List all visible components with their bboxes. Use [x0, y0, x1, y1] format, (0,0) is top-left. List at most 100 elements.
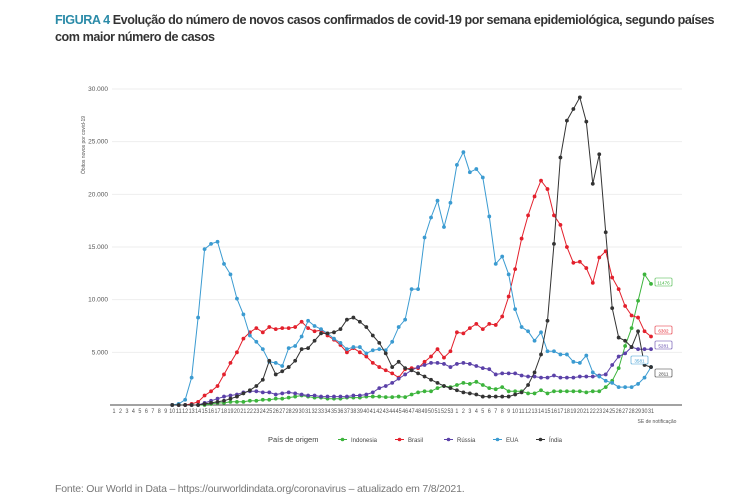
data-point: [474, 364, 479, 368]
data-point: [183, 397, 188, 402]
x-tick-label: 39: [357, 409, 364, 415]
data-point: [351, 345, 356, 349]
data-point: [228, 360, 233, 365]
data-point: [416, 390, 420, 395]
data-point: [235, 394, 239, 399]
data-point: [577, 95, 582, 100]
x-tick-label: 9: [164, 409, 168, 415]
data-point: [603, 378, 608, 383]
data-point: [455, 383, 459, 387]
x-tick-label: 22: [590, 409, 597, 415]
data-point: [448, 365, 453, 369]
data-point: [610, 363, 615, 367]
legend-label: Índia: [549, 437, 563, 444]
data-point: [467, 170, 472, 175]
data-point: [260, 377, 265, 382]
data-point: [558, 155, 563, 160]
data-point: [597, 374, 602, 379]
data-point: [338, 340, 343, 345]
x-tick-label: 19: [570, 409, 577, 415]
data-point: [286, 365, 291, 369]
data-point: [286, 390, 291, 395]
data-point: [500, 314, 505, 319]
data-point: [597, 152, 602, 157]
x-tick-label: 23: [253, 409, 260, 415]
data-point: [429, 215, 433, 220]
data-point: [487, 367, 492, 372]
data-point: [228, 272, 233, 277]
data-point: [519, 325, 524, 329]
data-point: [532, 391, 537, 396]
x-tick-label: 11: [519, 409, 526, 415]
data-point: [299, 347, 304, 352]
y-axis-label: Óbitos novos por covid-19: [80, 116, 87, 174]
legend-item-brasil: Brasil: [395, 437, 423, 444]
x-tick-label: 19: [227, 409, 234, 415]
data-point: [319, 394, 323, 399]
x-tick-label: 20: [577, 409, 584, 415]
data-point: [565, 375, 569, 380]
data-point: [455, 362, 459, 366]
data-point: [357, 393, 362, 398]
x-tick-label: 22: [247, 409, 254, 415]
data-point: [267, 358, 272, 363]
data-point: [577, 389, 582, 394]
data-point: [370, 348, 375, 353]
data-point: [377, 340, 382, 345]
x-tick-label: 9: [507, 409, 511, 415]
data-point: [357, 345, 362, 349]
data-point: [422, 389, 427, 394]
data-point: [455, 330, 459, 335]
data-point: [332, 330, 336, 335]
x-tick-label: 35: [331, 409, 338, 415]
data-point: [267, 397, 272, 402]
data-point: [202, 393, 207, 398]
data-point: [241, 399, 246, 404]
data-point: [649, 365, 653, 369]
data-point: [403, 372, 408, 377]
data-point: [636, 329, 640, 334]
data-point: [267, 325, 272, 329]
data-point: [435, 386, 440, 391]
x-axis-label: SE de notificação: [638, 419, 677, 425]
data-point: [623, 304, 628, 308]
x-tick-label: 30: [642, 409, 649, 415]
data-point: [247, 398, 252, 403]
data-point: [416, 371, 420, 376]
data-point: [241, 312, 246, 317]
data-point: [506, 371, 511, 376]
data-point: [383, 351, 388, 356]
x-tick-label: 5: [481, 409, 485, 415]
x-tick-label: 29: [292, 409, 299, 415]
data-point: [597, 389, 602, 394]
x-tick-label: 6: [488, 409, 492, 415]
figure-title: FIGURA 4 Evolução do número de novos caso…: [55, 12, 735, 46]
legend-marker: [538, 437, 543, 442]
data-point: [396, 376, 401, 381]
data-point: [623, 344, 628, 348]
data-point: [409, 392, 414, 397]
x-axis-ticks: 1 2 3 4 5 6 7 8 9 10 11 12 13 14 15 16 17 18 19 20 21 22 23 24 2…: [113, 409, 655, 415]
x-tick-label: 45: [396, 409, 403, 415]
data-point: [480, 327, 485, 332]
data-point: [273, 372, 278, 377]
y-tick-label: 25.000: [88, 139, 108, 146]
data-point: [286, 346, 291, 351]
x-tick-label: 32: [312, 409, 319, 415]
data-point: [448, 349, 453, 354]
y-tick-label: 20.000: [88, 191, 108, 198]
data-point: [280, 369, 285, 374]
data-point: [500, 371, 505, 376]
data-point: [196, 315, 201, 320]
x-tick-label: 21: [240, 409, 247, 415]
legend-marker: [397, 437, 402, 442]
data-point: [299, 319, 304, 324]
data-point: [474, 167, 479, 171]
data-point: [332, 394, 336, 399]
data-point: [254, 384, 259, 388]
x-tick-label: 53: [447, 409, 454, 415]
data-point: [422, 235, 427, 240]
data-point: [215, 399, 220, 404]
data-point: [519, 373, 524, 378]
x-tick-label: 41: [370, 409, 377, 415]
